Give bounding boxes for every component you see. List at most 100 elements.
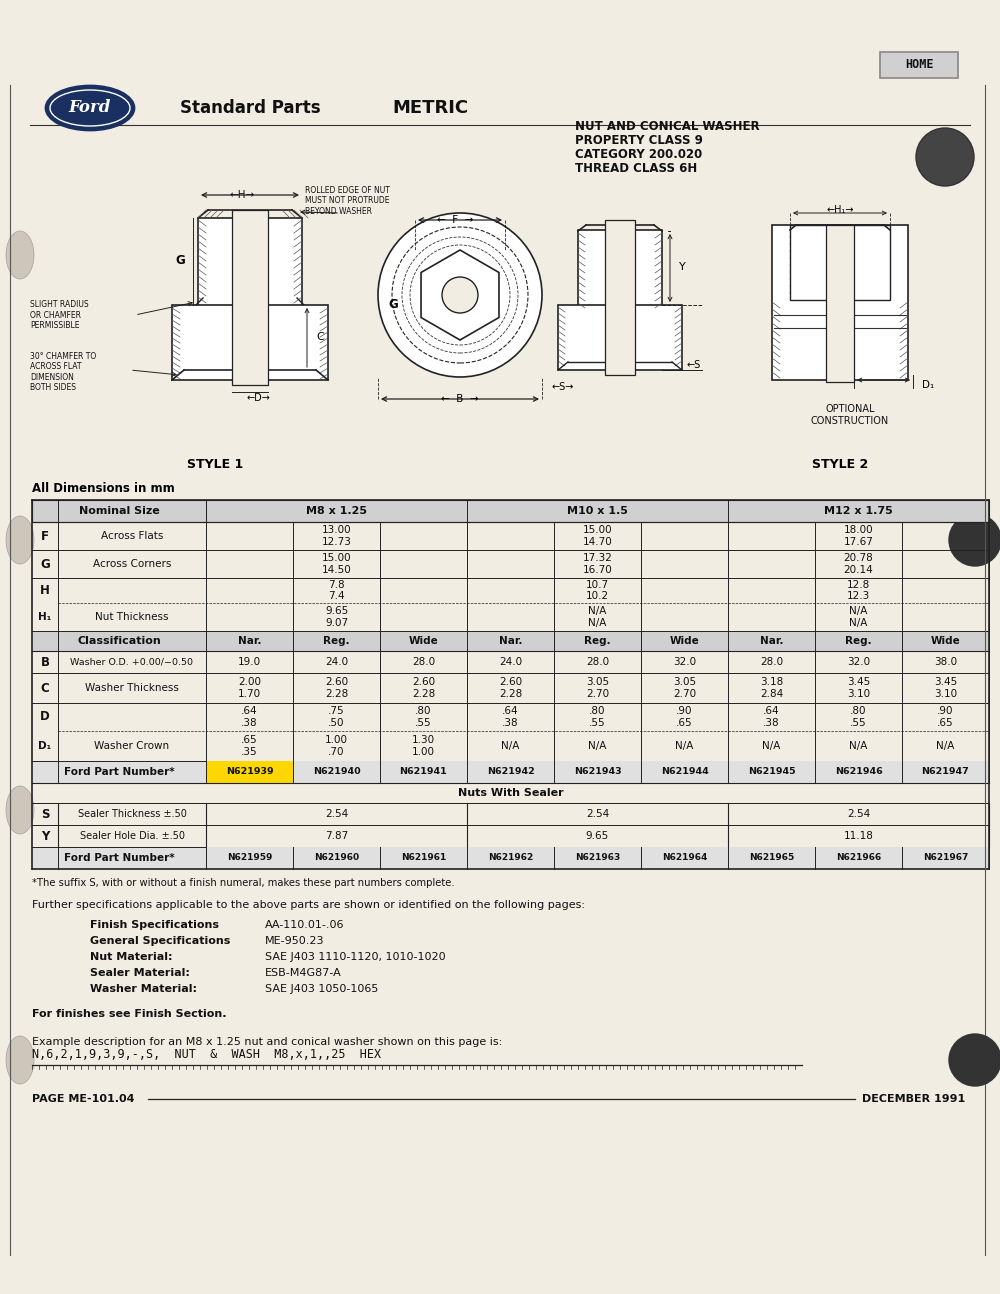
Text: G: G bbox=[40, 558, 50, 571]
Text: N621939: N621939 bbox=[226, 767, 273, 776]
Bar bbox=[605, 220, 635, 375]
Text: C: C bbox=[41, 682, 49, 695]
Text: 38.0: 38.0 bbox=[934, 657, 957, 666]
Text: Sealer Hole Dia. ±.50: Sealer Hole Dia. ±.50 bbox=[80, 831, 184, 841]
Text: N621966: N621966 bbox=[836, 854, 881, 863]
Text: Wide: Wide bbox=[931, 635, 960, 646]
Text: Nar.: Nar. bbox=[499, 635, 522, 646]
Ellipse shape bbox=[378, 214, 542, 377]
Text: N621961: N621961 bbox=[401, 854, 446, 863]
Text: G: G bbox=[388, 299, 398, 312]
Text: C: C bbox=[316, 333, 324, 342]
Text: .75
.50: .75 .50 bbox=[328, 707, 345, 727]
Text: N621941: N621941 bbox=[400, 767, 447, 776]
Bar bbox=[728, 848, 815, 870]
Text: Standard Parts: Standard Parts bbox=[180, 100, 321, 116]
Text: Ford Part Number*: Ford Part Number* bbox=[64, 767, 174, 776]
Text: M12 x 1.75: M12 x 1.75 bbox=[824, 506, 893, 516]
Text: ESB-M4G87-A: ESB-M4G87-A bbox=[265, 968, 342, 978]
Text: 10.7
10.2: 10.7 10.2 bbox=[586, 580, 609, 602]
Bar bbox=[728, 761, 815, 783]
Text: N621947: N621947 bbox=[922, 767, 969, 776]
Bar bbox=[293, 761, 380, 783]
Text: S: S bbox=[41, 807, 49, 820]
Text: N621962: N621962 bbox=[488, 854, 533, 863]
Bar bbox=[32, 761, 989, 783]
Ellipse shape bbox=[6, 1036, 34, 1084]
Text: 24.0: 24.0 bbox=[325, 657, 348, 666]
Text: 32.0: 32.0 bbox=[847, 657, 870, 666]
Text: ME-950.23: ME-950.23 bbox=[265, 936, 324, 946]
Bar bbox=[772, 225, 908, 380]
Text: STYLE 1: STYLE 1 bbox=[187, 458, 243, 471]
Text: D: D bbox=[40, 710, 50, 723]
Bar bbox=[32, 499, 989, 521]
Text: Wide: Wide bbox=[409, 635, 438, 646]
Text: .80
.55: .80 .55 bbox=[850, 707, 867, 727]
Text: General Specifications: General Specifications bbox=[90, 936, 230, 946]
Text: 2.60
2.28: 2.60 2.28 bbox=[412, 677, 435, 699]
Text: N621964: N621964 bbox=[662, 854, 707, 863]
Text: N/A: N/A bbox=[588, 741, 607, 751]
Text: THREAD CLASS 6H: THREAD CLASS 6H bbox=[575, 163, 697, 176]
Text: For finishes see Finish Section.: For finishes see Finish Section. bbox=[32, 1009, 226, 1018]
Text: N/A
N/A: N/A N/A bbox=[849, 606, 868, 628]
Text: Nuts With Sealer: Nuts With Sealer bbox=[458, 788, 563, 798]
Bar bbox=[880, 52, 958, 78]
Bar bbox=[32, 631, 989, 651]
Bar bbox=[641, 761, 728, 783]
Bar bbox=[380, 761, 467, 783]
Bar bbox=[206, 761, 293, 783]
Bar bbox=[206, 848, 293, 870]
Text: 2.00
1.70: 2.00 1.70 bbox=[238, 677, 261, 699]
Text: 17.32
16.70: 17.32 16.70 bbox=[583, 554, 612, 575]
Text: 3.05
2.70: 3.05 2.70 bbox=[673, 677, 696, 699]
Bar bbox=[467, 761, 554, 783]
Text: F: F bbox=[41, 529, 49, 542]
Text: Washer Material:: Washer Material: bbox=[90, 983, 197, 994]
Bar bbox=[826, 225, 854, 382]
Text: Ford Part Number*: Ford Part Number* bbox=[64, 853, 174, 863]
Bar bbox=[578, 230, 662, 311]
Text: Nar.: Nar. bbox=[760, 635, 783, 646]
Text: 32.0: 32.0 bbox=[673, 657, 696, 666]
Text: N621946: N621946 bbox=[835, 767, 882, 776]
Text: ←  F  →: ← F → bbox=[437, 215, 473, 225]
Text: Washer O.D. +0.00/−0.50: Washer O.D. +0.00/−0.50 bbox=[70, 657, 194, 666]
Text: ←  B  →: ← B → bbox=[441, 393, 479, 404]
Text: 15.00
14.70: 15.00 14.70 bbox=[583, 525, 612, 547]
Text: METRIC: METRIC bbox=[392, 100, 468, 116]
Text: SLIGHT RADIUS
OR CHAMFER
PERMISSIBLE: SLIGHT RADIUS OR CHAMFER PERMISSIBLE bbox=[30, 300, 89, 330]
Text: 20.78
20.14: 20.78 20.14 bbox=[844, 554, 873, 575]
Text: N621942: N621942 bbox=[487, 767, 534, 776]
Text: ←S→: ←S→ bbox=[552, 382, 574, 392]
Text: Finish Specifications: Finish Specifications bbox=[90, 920, 219, 930]
Text: SAE J403 1050-1065: SAE J403 1050-1065 bbox=[265, 983, 378, 994]
Text: Reg.: Reg. bbox=[323, 635, 350, 646]
Text: 12.8
12.3: 12.8 12.3 bbox=[847, 580, 870, 602]
Ellipse shape bbox=[6, 516, 34, 564]
Text: 24.0: 24.0 bbox=[499, 657, 522, 666]
Text: D₁: D₁ bbox=[38, 741, 52, 751]
Text: ←D→: ←D→ bbox=[246, 393, 270, 402]
Text: .90
.65: .90 .65 bbox=[676, 707, 693, 727]
Text: N/A: N/A bbox=[501, 741, 520, 751]
Text: N621965: N621965 bbox=[749, 854, 794, 863]
Text: All Dimensions in mm: All Dimensions in mm bbox=[32, 481, 175, 494]
Text: N/A: N/A bbox=[936, 741, 955, 751]
Text: STYLE 2: STYLE 2 bbox=[812, 458, 868, 471]
Text: D₁: D₁ bbox=[922, 380, 934, 389]
Text: *The suffix S, with or without a finish numeral, makes these part numbers comple: *The suffix S, with or without a finish … bbox=[32, 879, 455, 888]
Ellipse shape bbox=[949, 1034, 1000, 1086]
Ellipse shape bbox=[46, 85, 134, 129]
Ellipse shape bbox=[949, 514, 1000, 565]
Text: .64
.38: .64 .38 bbox=[763, 707, 780, 727]
Text: 1.30
1.00: 1.30 1.00 bbox=[412, 735, 435, 757]
Text: Further specifications applicable to the above parts are shown or identified on : Further specifications applicable to the… bbox=[32, 901, 585, 910]
Text: N/A: N/A bbox=[762, 741, 781, 751]
Text: 13.00
12.73: 13.00 12.73 bbox=[322, 525, 351, 547]
Text: PAGE ME-101.04: PAGE ME-101.04 bbox=[32, 1093, 134, 1104]
Text: 2.54: 2.54 bbox=[586, 809, 609, 819]
Text: Nar.: Nar. bbox=[238, 635, 261, 646]
Ellipse shape bbox=[916, 128, 974, 186]
